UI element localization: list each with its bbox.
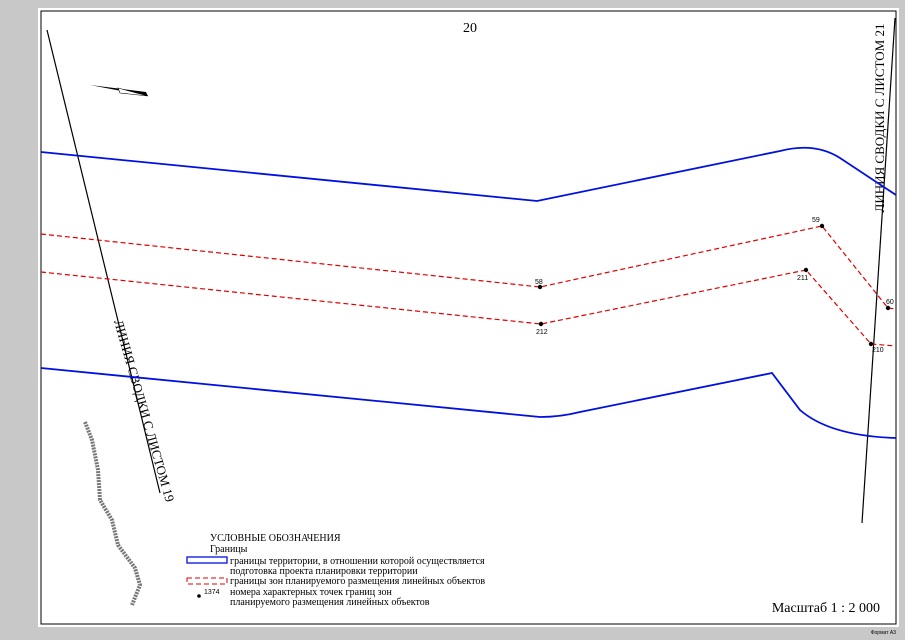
legend-text: планируемого размещения линейных объекто… xyxy=(230,597,430,608)
point xyxy=(537,284,543,290)
point-label: 211 xyxy=(797,275,808,282)
north-arrow xyxy=(90,85,149,97)
match-line-label: ЛИНИЯ СВОДКИ С ЛИСТОМ 21 xyxy=(872,24,887,213)
zone-boundary xyxy=(40,225,897,310)
point-label: 60 xyxy=(886,299,894,306)
legend-title: УСЛОВНЫЕ ОБОЗНАЧЕНИЯ xyxy=(210,533,341,544)
legend-text: номера характерных точек границ зон xyxy=(230,587,393,598)
point xyxy=(803,267,809,273)
scale: Масштаб 1 : 2 000 xyxy=(772,601,880,616)
territory-boundary xyxy=(40,146,897,202)
format: Формат А3 xyxy=(871,630,896,636)
sheet-number: 20 xyxy=(463,21,477,36)
point-label: 210 xyxy=(872,347,884,354)
match-line xyxy=(46,29,161,494)
legend-symbol xyxy=(186,577,228,585)
point xyxy=(819,223,825,229)
frame xyxy=(40,10,897,625)
point-label: 212 xyxy=(536,329,548,336)
legend-symbol xyxy=(186,556,228,564)
legend-symbol xyxy=(197,594,201,598)
point xyxy=(868,341,874,347)
match-line xyxy=(861,17,896,524)
point xyxy=(885,305,891,311)
legend-subtitle: Границы xyxy=(210,544,248,555)
legend-sample: 1374 xyxy=(204,589,220,596)
legend-text: границы территории, в отношении которой … xyxy=(230,556,485,567)
point xyxy=(538,321,544,327)
legend-text: границы зон планируемого размещения лине… xyxy=(230,576,485,587)
point-label: 58 xyxy=(535,279,543,286)
point-label: 59 xyxy=(812,217,820,224)
legend-text: подготовка проекта планировки территории xyxy=(230,566,418,577)
territory-boundary xyxy=(40,367,897,439)
overview-route xyxy=(83,421,143,606)
sheet xyxy=(38,8,899,627)
